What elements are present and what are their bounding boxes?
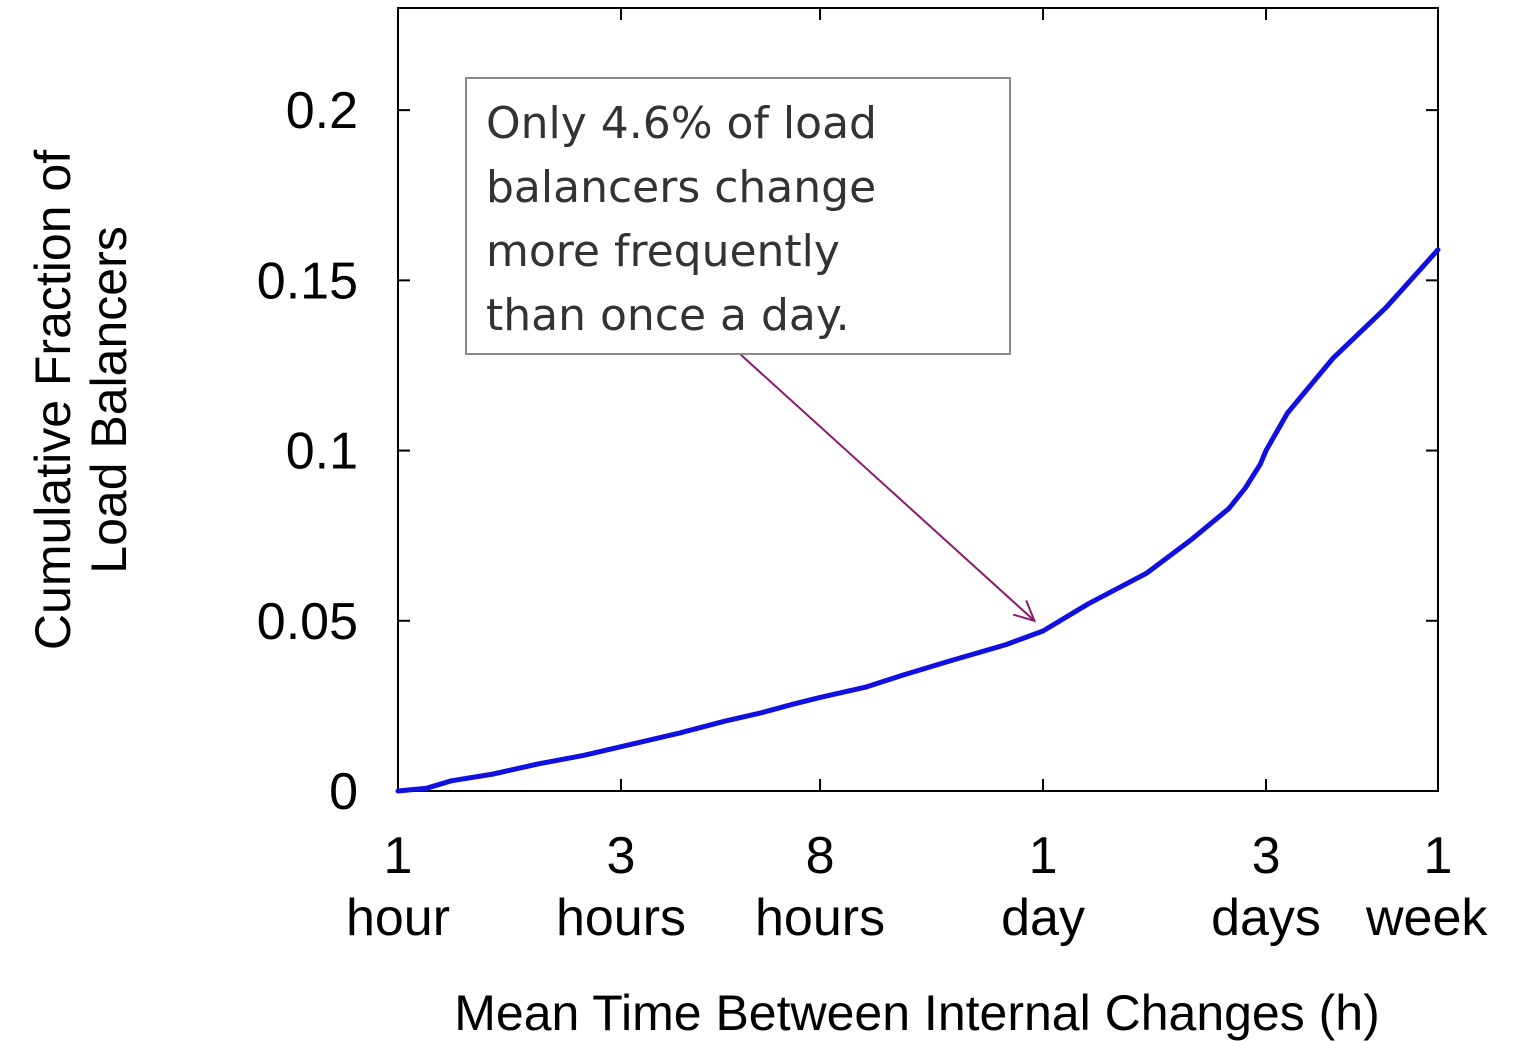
annotation: Only 4.6% of load balancers change more fr… <box>465 77 1037 623</box>
plot-frame <box>397 7 1439 792</box>
axis-ticks <box>397 8 1439 792</box>
x-tick-number-2: 8 <box>806 827 835 885</box>
x-tick-number-0: 1 <box>384 827 413 885</box>
y-tick-label-4: 0.2 <box>286 82 358 140</box>
x-tick-unit-1: hours <box>556 889 686 947</box>
x-tick-number-5: 1 <box>1424 827 1453 885</box>
y-tick-label-3: 0.15 <box>257 252 358 310</box>
x-tick-number-1: 3 <box>607 827 636 885</box>
y-axis-label: Cumulative Fraction ofLoad Balancers <box>25 150 137 650</box>
plot-area <box>397 7 1439 792</box>
x-tick-number-4: 3 <box>1252 827 1281 885</box>
annotation-line-1: balancers change <box>486 162 876 213</box>
x-tick-unit-3: day <box>1001 889 1085 947</box>
series-lines <box>395 247 1441 794</box>
annotation-line-3: than once a day. <box>486 290 850 341</box>
annotation-line-2: more frequently <box>486 226 840 277</box>
series-line-0 <box>395 247 1441 794</box>
annotation-arrowhead <box>1013 600 1037 623</box>
y-tick-label-0: 0 <box>329 763 358 821</box>
x-tick-unit-0: hour <box>346 889 450 947</box>
x-tick-unit-5: week <box>1365 889 1488 947</box>
y-axis-label-line-1: Load Balancers <box>81 226 137 573</box>
annotation-line-0: Only 4.6% of load <box>486 98 877 149</box>
y-tick-labels: 0 0.05 0.1 0.15 0.2 <box>257 82 358 821</box>
x-tick-number-3: 1 <box>1029 827 1058 885</box>
x-tick-unit-2: hours <box>755 889 885 947</box>
x-axis-label: Mean Time Between Internal Changes (h) <box>454 985 1380 1041</box>
annotation-box <box>465 77 1011 355</box>
x-tick-unit-4: days <box>1211 889 1321 947</box>
y-axis-label-line-0: Cumulative Fraction of <box>25 150 81 650</box>
y-tick-label-1: 0.05 <box>257 593 358 651</box>
annotation-arrow <box>739 353 1036 622</box>
y-tick-label-2: 0.1 <box>286 423 358 481</box>
